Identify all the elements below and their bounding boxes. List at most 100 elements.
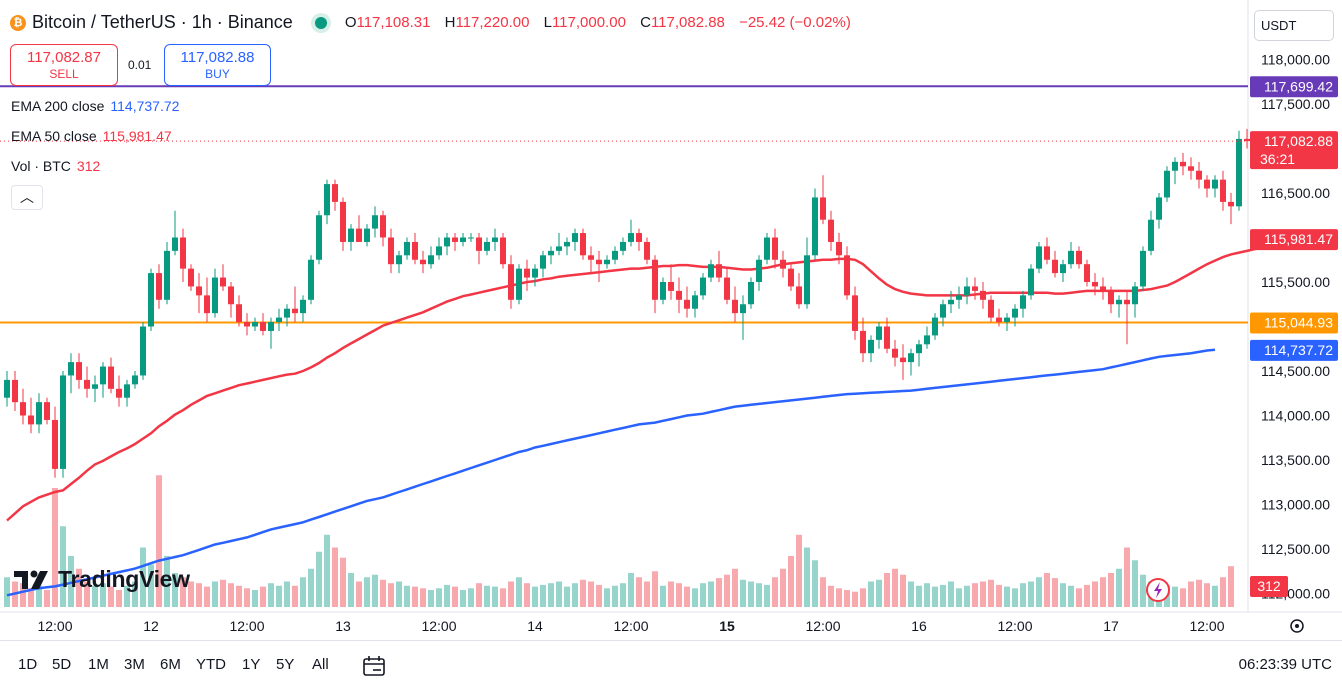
- volume-legend[interactable]: Vol · BTC 312: [11, 158, 100, 174]
- volume-bar: [468, 588, 474, 607]
- chart-header: ₿ Bitcoin / TetherUS · 1h · Binance O117…: [10, 12, 861, 33]
- volume-bar: [260, 586, 266, 607]
- tradingview-logo-icon: [14, 570, 48, 589]
- collapse-legend-button[interactable]: ︿: [11, 185, 43, 210]
- timeframe-ytd[interactable]: YTD: [196, 656, 226, 673]
- price-axis[interactable]: 118,000.00 117,500.00 116,500.00 115,500.00…: [1261, 52, 1330, 602]
- x-tick-label: 12:00: [805, 618, 840, 634]
- candle-body: [980, 290, 986, 300]
- volume-bar: [212, 581, 218, 607]
- candle-body: [476, 237, 482, 251]
- symbol-title[interactable]: Bitcoin / TetherUS · 1h · Binance: [32, 12, 293, 32]
- timeframe-6m[interactable]: 6M: [160, 656, 181, 673]
- timeframe-1y[interactable]: 1Y: [242, 656, 261, 673]
- volume-bar: [684, 586, 690, 607]
- volume-bar: [780, 568, 786, 607]
- volume-bar: [564, 586, 570, 607]
- candle-body: [220, 277, 226, 287]
- volume-bar: [412, 586, 418, 607]
- volume-bar: [988, 579, 994, 607]
- price-label-text: 115,044.93: [1264, 315, 1333, 331]
- calendar-icon[interactable]: [362, 654, 386, 683]
- volume-bar: [156, 475, 162, 607]
- ohlc-values: O117,108.31 H117,220.00 L117,000.00 C117…: [345, 14, 861, 31]
- volume-bar: [196, 583, 202, 607]
- high-value: 117,220.00: [455, 14, 530, 31]
- settings-icon[interactable]: [1290, 619, 1304, 633]
- volume-bar: [484, 585, 490, 607]
- candle-body: [836, 241, 842, 256]
- candle-body: [772, 237, 778, 260]
- volume-bar: [92, 585, 98, 607]
- y-tick-label: 114,000.00: [1261, 408, 1330, 424]
- countdown-text: 36:21: [1260, 151, 1295, 167]
- candle-body: [820, 197, 826, 220]
- volume-bar: [700, 583, 706, 607]
- timeframe-5d[interactable]: 5D: [52, 656, 72, 673]
- volume-bar: [932, 586, 938, 607]
- x-tick-label: 12:00: [1189, 618, 1224, 634]
- candle-body: [212, 277, 218, 314]
- candle-body: [724, 277, 730, 300]
- volume-bar: [596, 584, 602, 607]
- utc-clock[interactable]: 06:23:39 UTC: [1238, 656, 1332, 673]
- volume-bar: [852, 591, 858, 607]
- candle-body: [84, 379, 90, 389]
- ema50-legend[interactable]: EMA 50 close 115,981.47: [11, 128, 172, 144]
- y-tick-label: 118,000.00: [1261, 52, 1330, 68]
- volume-bar: [916, 585, 922, 607]
- currency-selector[interactable]: USDT: [1254, 10, 1334, 41]
- candle-body: [796, 286, 802, 305]
- buy-button[interactable]: 117,082.88 BUY: [164, 44, 271, 86]
- x-tick-label: 12:00: [229, 618, 264, 634]
- volume-bar: [1044, 573, 1050, 607]
- ema200-label: EMA 200 close: [11, 98, 105, 114]
- candle-body: [508, 264, 514, 300]
- candle-body: [268, 322, 274, 331]
- candle-body: [932, 317, 938, 336]
- sell-button[interactable]: 117,082.87 SELL: [10, 44, 118, 86]
- timeframe-1d[interactable]: 1D: [18, 656, 38, 673]
- candle-body: [492, 237, 498, 242]
- time-axis[interactable]: 12:00 12 12:00 13 12:00 14 12:00 15 12:00 16 12:00…: [37, 618, 1224, 634]
- candle-body: [172, 237, 178, 251]
- candle-body: [284, 308, 290, 318]
- volume-bar: [1220, 577, 1226, 607]
- volume-bar: [84, 581, 90, 607]
- volume-bar: [716, 578, 722, 607]
- timeframe-all[interactable]: All: [312, 656, 329, 673]
- price-label-box: [1250, 312, 1338, 334]
- price-labels: 117,699.42 117,082.88 36:21 115,981.47 115,0…: [1250, 76, 1338, 597]
- timeframe-5y[interactable]: 5Y: [276, 656, 295, 673]
- volume-bar: [1140, 574, 1146, 607]
- candle-body: [1124, 299, 1130, 305]
- volume-bar: [292, 585, 298, 607]
- candle-body: [748, 282, 754, 305]
- volume-bar: [548, 583, 554, 607]
- volume-bar: [1020, 583, 1026, 607]
- candle-body: [580, 233, 586, 256]
- timeframe-1m[interactable]: 1M: [88, 656, 109, 673]
- candle-body: [676, 290, 682, 300]
- candle-body: [996, 317, 1002, 323]
- candle-body: [524, 268, 530, 278]
- candle-body: [684, 299, 690, 309]
- candle-body: [1172, 161, 1178, 171]
- volume-bar: [612, 585, 618, 607]
- ema200-legend[interactable]: EMA 200 close 114,737.72: [11, 98, 179, 114]
- candle-body: [988, 299, 994, 318]
- volume-bar: [348, 573, 354, 607]
- candle-body: [1140, 250, 1146, 287]
- candle-body: [1156, 197, 1162, 220]
- candle-body: [596, 259, 602, 265]
- horizontal-lines[interactable]: [0, 85, 1248, 324]
- change-value: −25.42 (−0.02%): [739, 14, 851, 31]
- candle-body: [164, 250, 170, 300]
- timeframe-3m[interactable]: 3M: [124, 656, 145, 673]
- volume-bar: [692, 588, 698, 607]
- candle-body: [756, 259, 762, 282]
- lightning-icon[interactable]: [1146, 578, 1170, 602]
- candle-body: [660, 282, 666, 300]
- volume-bar: [340, 557, 346, 607]
